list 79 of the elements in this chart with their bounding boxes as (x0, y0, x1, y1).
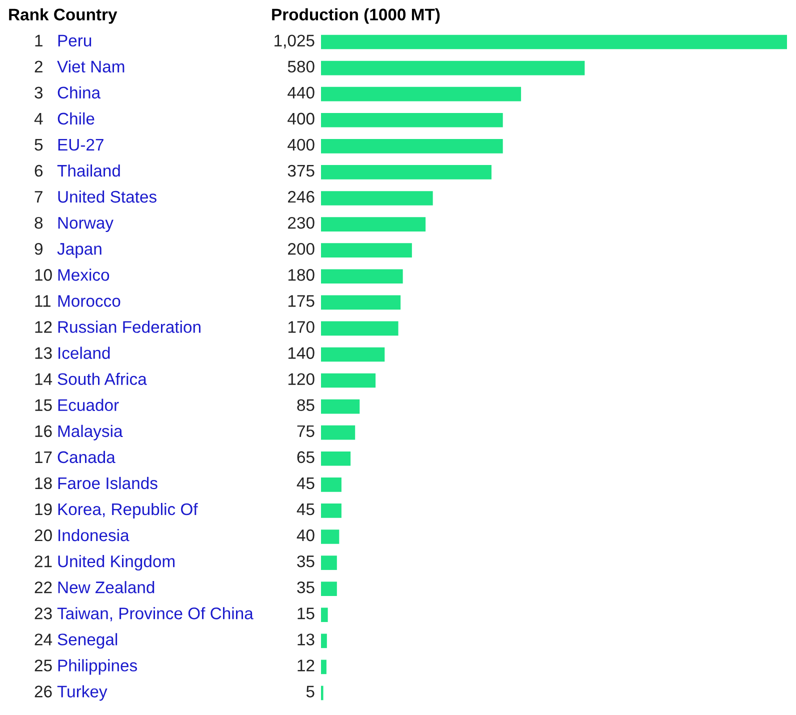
data-label: 5 (306, 686, 314, 698)
bar (321, 556, 337, 570)
y-tick-label: 23 Taiwan, Province Of China (34, 607, 254, 622)
data-label: 35 (297, 582, 314, 594)
y-tick-label: 25 Philippines (34, 659, 138, 675)
bar (321, 451, 351, 466)
bar (321, 608, 328, 622)
y-tick-label: 19 Korea, Republic Of (35, 502, 198, 518)
x-axis-title: Production (1000 MT) (272, 8, 440, 24)
bar (321, 321, 398, 336)
bar (321, 295, 401, 310)
data-label: 200 (288, 243, 314, 255)
bar (321, 425, 356, 440)
y-tick-label: 6 Thailand (34, 164, 120, 177)
data-label: 230 (288, 216, 314, 229)
data-label: 35 (297, 555, 314, 568)
y-tick-label: 8 Norway (34, 216, 114, 232)
bar (321, 347, 385, 362)
data-label: 175 (288, 295, 314, 307)
data-label: 12 (298, 660, 314, 672)
y-tick-label: 20 Indonesia (34, 528, 130, 542)
bar (321, 139, 503, 154)
y-tick-label: 4 Chile (34, 112, 94, 125)
bar (321, 582, 337, 596)
bar (321, 165, 492, 180)
data-label: 75 (297, 425, 314, 438)
data-label: 246 (288, 190, 314, 203)
y-axis-title: Rank Country (9, 8, 118, 24)
data-label: 1,025 (274, 34, 314, 48)
data-label: 120 (288, 373, 314, 385)
y-tick-label: 13 Iceland (35, 346, 110, 359)
y-tick-label: 21 United Kingdom (34, 555, 174, 571)
bar (321, 86, 522, 102)
y-tick-label: 26 Turkey (34, 685, 108, 701)
y-tick-label: 17 Canada (35, 450, 116, 464)
y-tick-label: 22 New Zealand (34, 581, 154, 594)
y-tick-label: 18 Faroe Islands (35, 476, 158, 490)
data-label: 400 (288, 112, 314, 125)
y-tick-label: 7 United States (34, 190, 156, 203)
y-tick-label: 15 Ecuador (35, 398, 119, 412)
bar (321, 191, 433, 206)
y-tick-label: 5 EU-27 (34, 138, 104, 151)
bar (321, 243, 412, 258)
data-label: 13 (298, 634, 314, 646)
data-label: 440 (288, 86, 314, 99)
data-label: 375 (288, 164, 314, 177)
y-tick-label: 2 Viet Nam (34, 60, 124, 73)
y-tick-label: 10 Mexico (35, 268, 110, 281)
bar (321, 634, 327, 648)
data-label: 45 (296, 478, 314, 490)
data-label: 580 (288, 60, 314, 73)
bar (321, 478, 342, 492)
y-tick-label: 3 China (34, 86, 101, 99)
y-tick-label: 12 Russian Federation (35, 320, 200, 333)
bar (321, 504, 342, 518)
bar (321, 660, 326, 674)
y-tick-label: 11 Morocco (35, 295, 120, 307)
bar (321, 373, 376, 388)
y-tick-label: 9 Japan (34, 243, 102, 258)
data-label: 170 (288, 321, 314, 333)
y-tick-label: 1 Peru (35, 34, 92, 46)
data-label: 180 (288, 269, 314, 281)
data-label: 15 (298, 608, 314, 620)
data-label: 40 (296, 529, 314, 542)
bar (321, 60, 585, 76)
bar (321, 112, 503, 128)
bar (321, 217, 426, 232)
data-label: 45 (296, 504, 314, 516)
bar (321, 530, 340, 544)
data-label: 400 (288, 138, 314, 151)
y-tick-label: 16 Malaysia (35, 424, 123, 440)
y-tick-label: 24 Senegal (34, 633, 118, 649)
data-label: 85 (297, 399, 314, 412)
bar (321, 399, 360, 414)
bar (321, 269, 403, 284)
y-tick-label: 14 South Africa (35, 372, 147, 385)
bar (321, 34, 787, 50)
data-label: 140 (288, 347, 314, 359)
data-label: 65 (297, 451, 314, 464)
